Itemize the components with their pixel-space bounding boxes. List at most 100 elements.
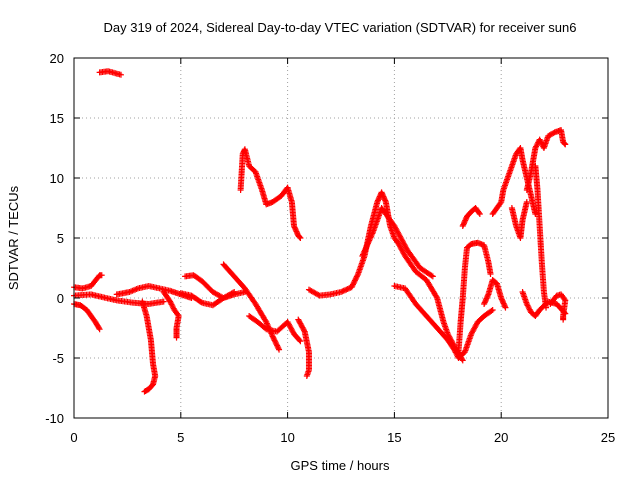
data-point — [428, 272, 435, 279]
data-point — [462, 217, 469, 224]
data-point — [460, 220, 467, 227]
series-sat-n — [305, 189, 466, 364]
data-point — [461, 218, 468, 225]
series-sat-j — [220, 261, 283, 353]
data-point — [272, 338, 279, 345]
data-point — [379, 192, 386, 199]
series-sat-o — [359, 205, 436, 280]
data-point — [354, 272, 361, 279]
data-point — [382, 197, 389, 204]
data-point — [500, 299, 507, 306]
data-point — [173, 334, 180, 341]
data-point — [96, 326, 103, 333]
x-tick-label: 20 — [494, 430, 508, 445]
chart-title: Day 319 of 2024, Sidereal Day-to-day VTE… — [103, 20, 576, 35]
data-point — [560, 316, 567, 323]
y-tick-labels: -10 -5 0 5 10 15 20 — [45, 51, 64, 426]
data-point — [374, 199, 381, 205]
data-point — [489, 307, 496, 313]
y-tick-label: -5 — [52, 351, 64, 366]
series-sat-d — [71, 301, 103, 333]
data-point — [292, 227, 299, 234]
data-point — [197, 299, 204, 305]
series-sat-w — [532, 163, 550, 311]
series-sat-i — [177, 289, 238, 309]
data-point — [481, 299, 488, 306]
grid-lines — [74, 58, 608, 418]
data-point — [475, 209, 482, 216]
data-point — [270, 334, 277, 341]
series-sat-l — [246, 313, 304, 345]
data-point — [292, 225, 299, 232]
data-point — [380, 193, 387, 200]
x-tick-label: 15 — [387, 430, 401, 445]
data-point — [349, 281, 356, 288]
x-tick-label: 10 — [280, 430, 294, 445]
data-point — [460, 221, 467, 228]
series-sat-y — [547, 291, 569, 323]
data-point — [291, 223, 298, 229]
data-point — [483, 295, 490, 302]
data-point — [262, 325, 269, 332]
data-point — [348, 284, 355, 291]
y-tick-label: 0 — [57, 291, 64, 306]
data-point — [296, 234, 303, 241]
data-point — [349, 282, 356, 289]
data-point — [303, 373, 310, 379]
data-point — [272, 340, 279, 346]
data-point — [353, 274, 360, 281]
series-sat-r — [459, 205, 483, 229]
data-point — [498, 295, 505, 301]
series-sat-k — [237, 146, 304, 241]
series-sat-p — [391, 283, 496, 361]
data-point — [352, 276, 359, 283]
data-point — [462, 216, 469, 223]
data-point — [274, 342, 281, 349]
series-sat-m — [295, 316, 312, 379]
data-point — [141, 388, 148, 395]
data-point — [499, 297, 506, 304]
data-point — [95, 325, 102, 331]
data-point — [271, 337, 278, 344]
data-point — [98, 272, 105, 279]
y-tick-label: 20 — [50, 51, 64, 66]
series-sat-a — [96, 68, 124, 78]
series-sat-u — [508, 199, 530, 241]
data-point — [160, 298, 167, 305]
data-point — [429, 273, 436, 280]
y-tick-label: -10 — [45, 411, 64, 426]
data-point — [488, 307, 495, 314]
data-point — [379, 190, 386, 197]
y-tick-label: 15 — [50, 111, 64, 126]
data-point — [300, 327, 307, 334]
data-point — [274, 343, 281, 350]
data-point — [293, 228, 300, 235]
data-point — [501, 303, 508, 310]
data-point — [297, 338, 304, 345]
series-sat-c — [71, 272, 105, 292]
data-point — [294, 229, 301, 236]
data-point — [482, 298, 489, 305]
data-point — [482, 296, 489, 303]
data-point — [353, 273, 360, 280]
data-point — [501, 301, 508, 308]
data-point — [523, 199, 530, 205]
data-point — [297, 235, 304, 241]
data-point — [117, 71, 124, 78]
data-point — [378, 189, 385, 196]
y-tick-label: 10 — [50, 171, 64, 186]
data-point — [484, 292, 491, 299]
data-point — [459, 223, 466, 229]
data-point — [374, 197, 381, 204]
series-sat-s — [481, 277, 509, 311]
data-point — [500, 300, 507, 307]
data-point — [498, 296, 505, 303]
series-sat-v — [523, 127, 569, 193]
data-point — [484, 294, 491, 301]
data-point — [273, 341, 280, 348]
x-tick-labels: 0 5 10 15 20 25 — [70, 430, 615, 445]
data-point — [269, 333, 276, 340]
data-point — [375, 196, 382, 203]
data-point — [291, 224, 298, 231]
